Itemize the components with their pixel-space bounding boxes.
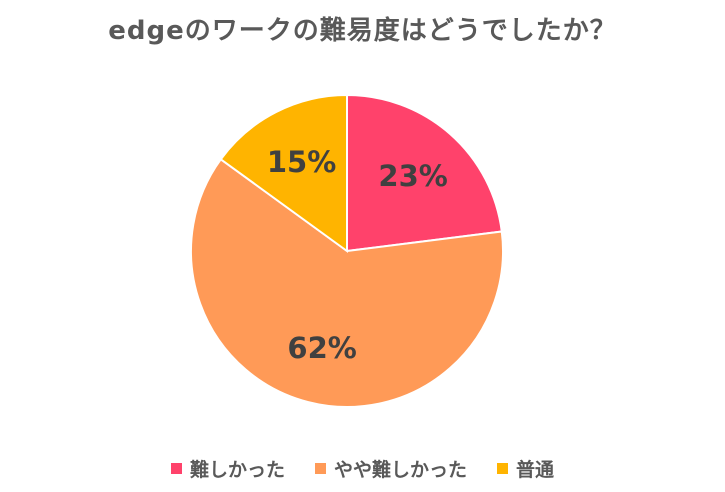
legend-label-somewhat-difficult: やや難しかった bbox=[333, 459, 467, 481]
pie-slice-somewhat-difficult bbox=[190, 157, 504, 408]
legend-label-difficult: 難しかった bbox=[189, 459, 285, 481]
slice-label-somewhat-difficult: 62% bbox=[287, 331, 356, 365]
slice-label-difficult: 23% bbox=[378, 159, 447, 193]
legend-swatch-somewhat-difficult bbox=[314, 463, 326, 474]
legend-swatch-normal bbox=[497, 463, 508, 474]
chart-title: edgeのワークの難易度はどうでしたか？ bbox=[108, 16, 617, 46]
legend-item-difficult: 難しかった bbox=[170, 455, 285, 482]
legend-item-somewhat-difficult: やや難しかった bbox=[314, 455, 467, 482]
legend-item-normal: 普通 bbox=[497, 455, 554, 482]
legend: 難しかった やや難しかった 普通 bbox=[0, 455, 725, 482]
pie-slice-difficult bbox=[346, 93, 503, 253]
slice-label-normal: 15% bbox=[267, 145, 336, 179]
legend-label-normal: 普通 bbox=[516, 459, 555, 481]
legend-swatch-difficult bbox=[170, 463, 182, 474]
pie-slice-normal bbox=[219, 93, 348, 253]
